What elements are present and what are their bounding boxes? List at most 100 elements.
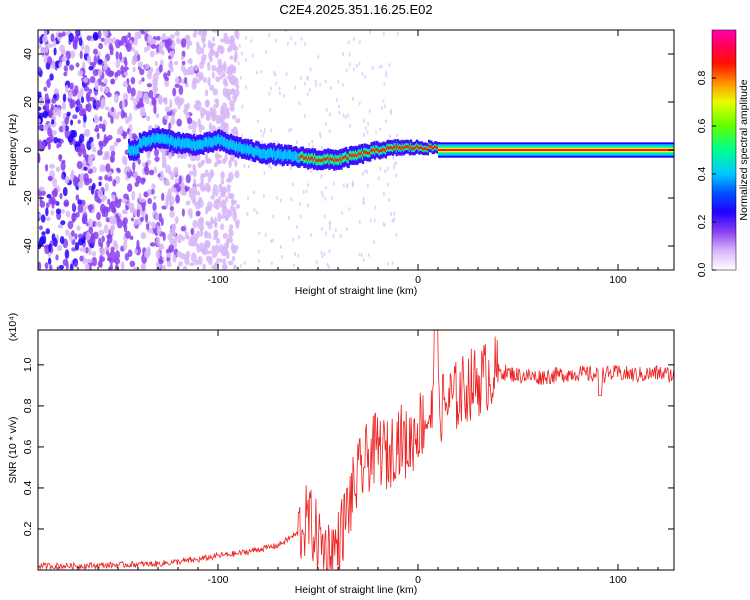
heatmap-noise-cell xyxy=(214,188,219,197)
heatmap-noise-cell xyxy=(40,46,46,56)
heatmap-noise-cell xyxy=(161,205,167,210)
heatmap-noise-cell xyxy=(162,264,167,270)
heatmap-noise-cell xyxy=(307,183,310,188)
heatmap-noise-cell xyxy=(324,196,327,201)
heatmap-noise-cell xyxy=(216,154,222,159)
snr-x-axis: -100 0 100 xyxy=(57,330,659,586)
heatmap-noise-cell xyxy=(188,239,193,247)
heatmap-noise-cell xyxy=(371,65,374,70)
heatmap-noise-cell xyxy=(93,55,98,66)
heatmap-signal-cell xyxy=(244,143,247,154)
heatmap-noise-cell xyxy=(47,175,53,181)
heatmap-signal-cell xyxy=(430,145,433,148)
heatmap-noise-cell xyxy=(351,96,354,101)
heatmap-noise-cell xyxy=(374,205,377,210)
heatmap-signal-cell xyxy=(191,141,194,151)
heatmap-noise-cell xyxy=(98,229,105,236)
heatmap-noise-cell xyxy=(62,93,67,103)
heatmap-noise-cell xyxy=(177,238,182,244)
heatmap-signal-cell xyxy=(195,141,198,151)
heatmap-noise-cell xyxy=(44,93,49,102)
heatmap-noise-cell xyxy=(74,85,79,95)
heatmap-noise-cell xyxy=(233,53,238,63)
heatmap-signal-cell xyxy=(426,147,429,151)
heatmap-noise-cell xyxy=(108,266,113,270)
heatmap-signal-cell xyxy=(270,148,273,158)
heatmap-noise-cell xyxy=(85,104,89,112)
heatmap-noise-cell xyxy=(181,208,185,217)
heatmap-noise-cell xyxy=(147,188,152,197)
heatmap-noise-cell xyxy=(45,216,51,222)
heatmap-noise-cell xyxy=(298,101,301,106)
heatmap-signal-cell xyxy=(170,134,173,145)
heatmap-noise-cell xyxy=(392,156,395,161)
heatmap-signal-cell xyxy=(190,139,193,150)
heatmap-noise-cell xyxy=(285,71,288,76)
heatmap-noise-cell xyxy=(328,112,331,117)
heatmap-signal-cell xyxy=(272,150,275,160)
heatmap-noise-cell xyxy=(51,97,57,104)
heatmap-noise-cell xyxy=(395,232,398,237)
heatmap-noise-cell xyxy=(117,126,124,135)
heatmap-noise-cell xyxy=(227,185,231,194)
heatmap-noise-cell xyxy=(47,127,53,137)
heatmap-signal-cell xyxy=(356,154,359,158)
heatmap-noise-cell xyxy=(123,66,129,71)
heatmap-noise-cell xyxy=(80,142,86,153)
heatmap-noise-cell xyxy=(91,250,97,257)
heatmap-noise-cell xyxy=(97,149,103,156)
heatmap-signal-cell xyxy=(180,139,183,150)
heatmap-noise-cell xyxy=(52,187,58,198)
heatmap-noise-cell xyxy=(86,231,91,241)
heatmap-noise-cell xyxy=(137,158,141,165)
heatmap-noise-cell xyxy=(216,257,221,263)
heatmap-noise-cell xyxy=(185,200,191,206)
heatmap-signal-cell xyxy=(179,138,182,149)
heatmap-signal-cell xyxy=(256,146,259,156)
heatmap-noise-cell xyxy=(214,50,219,59)
heatmap-noise-cell xyxy=(218,195,222,205)
heatmap-noise-cell xyxy=(85,92,91,102)
heatmap-noise-cell xyxy=(109,250,116,258)
heatmap-signal-cell xyxy=(408,147,411,151)
heatmap-signal-cell xyxy=(143,135,146,146)
heatmap-noise-cell xyxy=(168,122,172,131)
heatmap-signal-cell xyxy=(155,132,158,143)
heatmap-noise-cell xyxy=(290,36,293,41)
heatmap-noise-cell xyxy=(109,51,114,56)
heatmap-noise-cell xyxy=(40,214,46,223)
heatmap-noise-cell xyxy=(258,249,261,254)
heatmap-signal-cell xyxy=(432,146,435,150)
heatmap-signal-cell xyxy=(146,136,149,147)
heatmap-noise-cell xyxy=(366,169,369,174)
heatmap-signal-cell xyxy=(230,138,233,149)
heatmap-noise-cell xyxy=(76,225,81,232)
heatmap-signal-cell xyxy=(134,144,137,154)
heatmap-noise-cell xyxy=(125,230,131,239)
heatmap-signal-cell xyxy=(282,151,285,161)
heatmap-signal-cell xyxy=(231,140,234,150)
heatmap-signal-cell xyxy=(276,149,279,159)
heatmap-noise-cell xyxy=(202,76,207,83)
heatmap-signal-cell xyxy=(136,145,139,155)
heatmap-noise-cell xyxy=(187,66,191,76)
heatmap-noise-cell xyxy=(99,254,103,264)
heatmap-noise-cell xyxy=(83,166,88,171)
heatmap-noise-cell xyxy=(103,133,107,144)
heatmap-noise-cell xyxy=(158,259,164,265)
heatmap-noise-cell xyxy=(120,65,124,75)
heatmap-noise-cell xyxy=(211,72,216,79)
heatmap-noise-cell xyxy=(130,217,135,222)
heatmap-signal-cell xyxy=(330,157,333,161)
heatmap-noise-cell xyxy=(160,218,164,226)
y-tick-label: 0.4 xyxy=(22,480,34,495)
heatmap-noise-cell xyxy=(136,208,141,218)
y-tick-label: 0 xyxy=(22,147,34,153)
heatmap-noise-cell xyxy=(193,178,197,186)
heatmap-noise-cell xyxy=(127,183,133,192)
heatmap-noise-cell xyxy=(74,233,78,240)
heatmap-noise-cell xyxy=(103,224,109,234)
heatmap-signal-cell xyxy=(286,151,289,162)
heatmap-noise-cell xyxy=(149,50,155,58)
heatmap-noise-cell xyxy=(114,71,119,78)
